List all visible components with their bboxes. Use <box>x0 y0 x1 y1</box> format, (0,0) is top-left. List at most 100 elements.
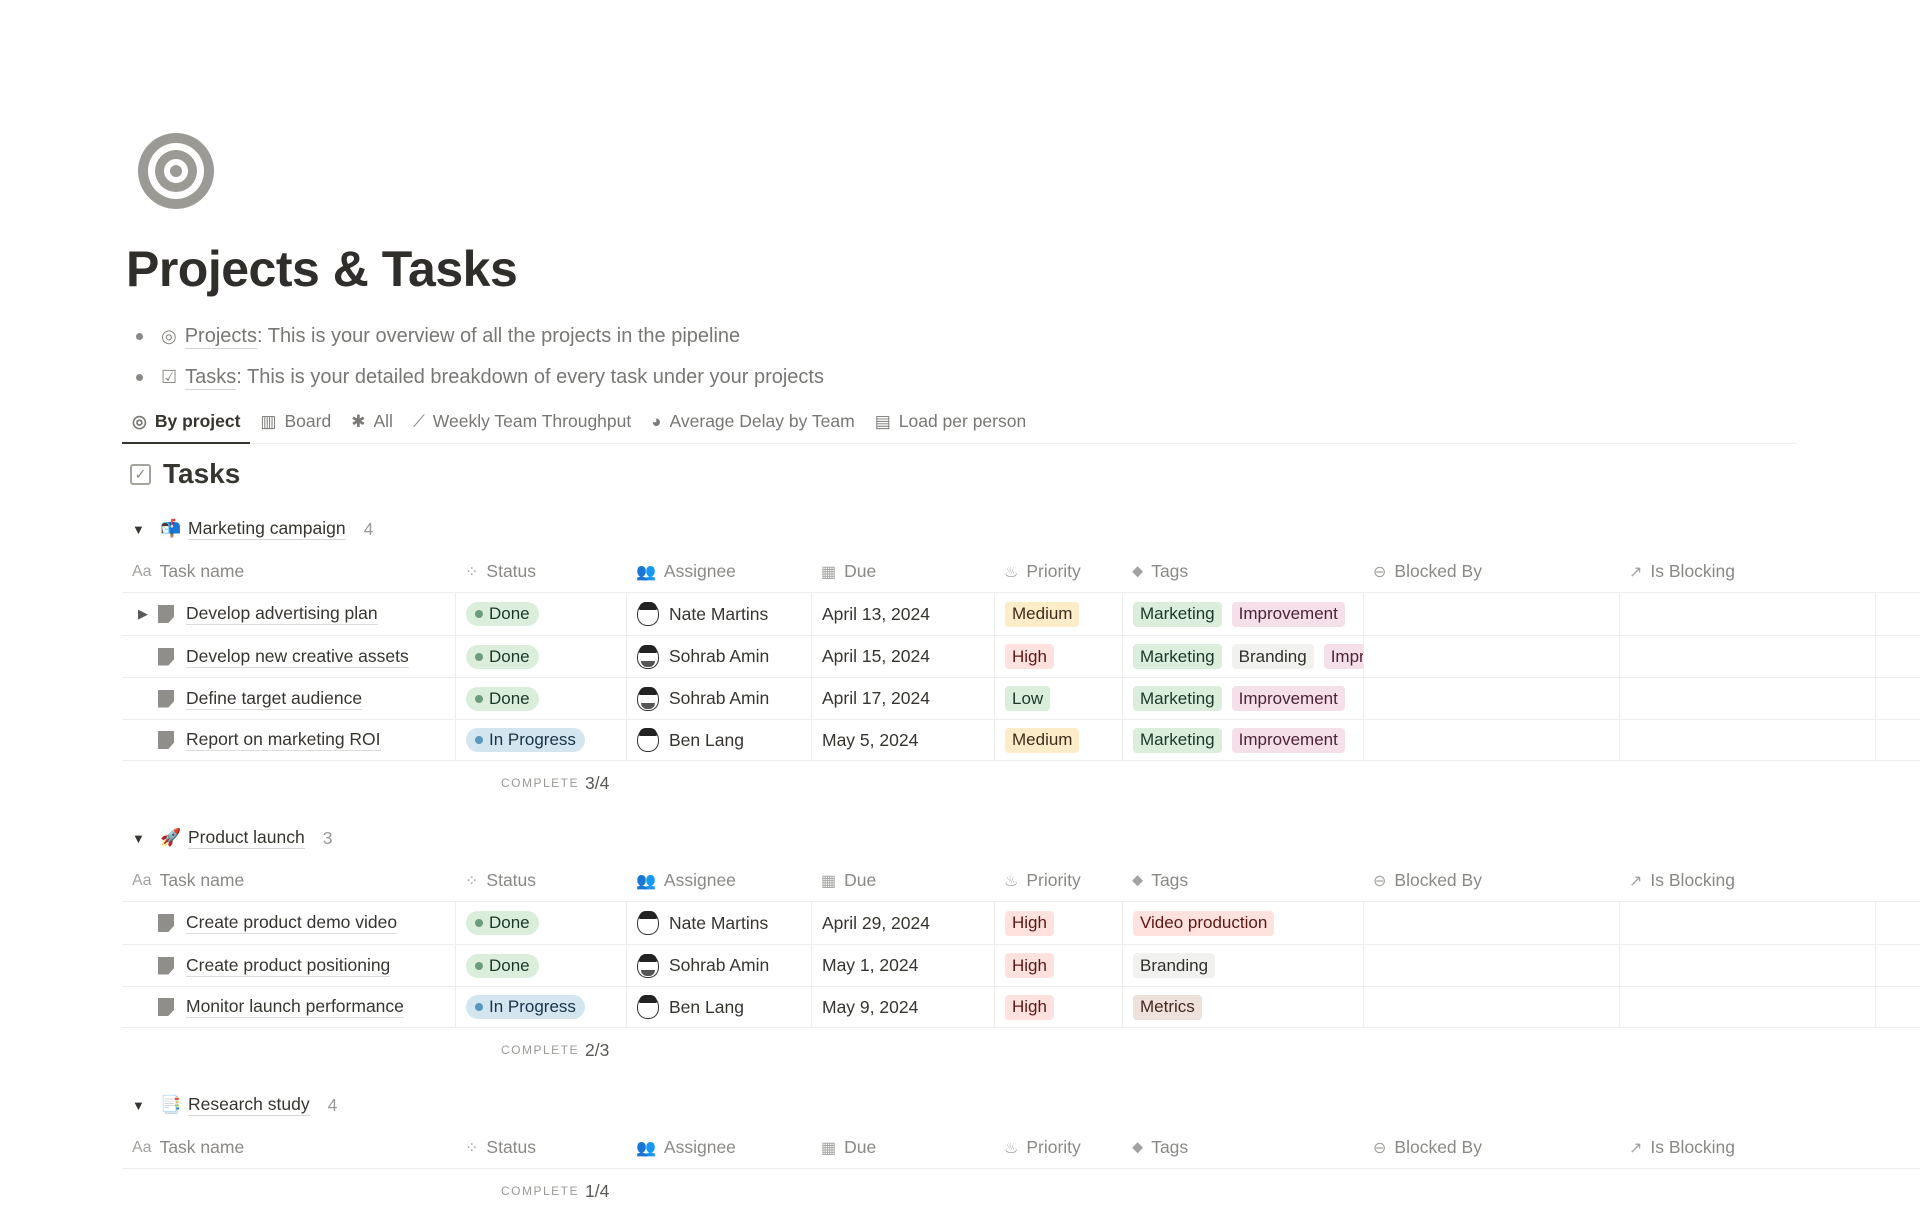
due-cell[interactable]: April 29, 2024 <box>811 902 994 944</box>
group-name[interactable]: Product launch <box>188 827 305 849</box>
assignee-cell[interactable]: Ben Lang <box>626 987 811 1027</box>
tags-cell[interactable]: Marketing Improvement <box>1122 720 1363 760</box>
group-name[interactable]: Marketing campaign <box>188 518 346 540</box>
column-header-priority[interactable]: ♨ Priority <box>994 1127 1122 1168</box>
assignee-cell[interactable]: Sohrab Amin <box>626 945 811 986</box>
priority-cell[interactable]: High <box>994 945 1122 986</box>
column-header-task-name[interactable]: Aa Task name <box>122 860 455 901</box>
group-header[interactable]: ▼ 🚀 Product launch 3 <box>122 816 1920 860</box>
task-name[interactable]: Create product demo video <box>186 912 398 934</box>
tab-by-project[interactable]: ◎ By project <box>122 400 251 444</box>
target-icon[interactable] <box>138 133 214 209</box>
tab-all[interactable]: ✱ All <box>341 400 403 443</box>
column-header-status[interactable]: ⁘ Status <box>455 551 626 592</box>
blocked-by-cell[interactable] <box>1363 902 1619 944</box>
column-header-due[interactable]: ▦ Due <box>811 1127 994 1168</box>
due-cell[interactable]: April 13, 2024 <box>811 593 994 635</box>
column-header-is-blocking[interactable]: ↗ Is Blocking <box>1619 551 1875 592</box>
task-name[interactable]: Create product positioning <box>186 954 391 977</box>
column-header-task-name[interactable]: Aa Task name <box>122 1127 455 1168</box>
tags-cell[interactable]: Metrics <box>1122 987 1363 1027</box>
status-cell[interactable]: Done <box>455 636 626 677</box>
task-name-cell[interactable]: Create product demo video <box>122 902 455 944</box>
status-cell[interactable]: Done <box>455 593 626 635</box>
tags-cell[interactable]: Marketing Branding Improvement <box>1122 636 1363 677</box>
tab-load-per-person[interactable]: ▤ Load per person <box>865 400 1037 443</box>
is-blocking-cell[interactable] <box>1619 593 1875 635</box>
is-blocking-cell[interactable] <box>1619 987 1875 1027</box>
column-header-due[interactable]: ▦ Due <box>811 860 994 901</box>
priority-cell[interactable]: Medium <box>994 720 1122 760</box>
task-name[interactable]: Monitor launch performance <box>186 996 404 1018</box>
task-name-cell[interactable]: Report on marketing ROI <box>122 720 455 760</box>
column-header-tags[interactable]: ⬥ Tags <box>1122 1127 1363 1168</box>
tags-cell[interactable]: Branding <box>1122 945 1363 986</box>
collapse-triangle-icon[interactable]: ▼ <box>132 1097 145 1113</box>
table-row[interactable]: Define target audience Done Sohrab Amin … <box>122 677 1920 719</box>
priority-cell[interactable]: Medium <box>994 593 1122 635</box>
collapse-triangle-icon[interactable]: ▼ <box>132 521 145 537</box>
complete-summary[interactable]: COMPLETE 1/4 <box>122 1169 1920 1213</box>
tags-cell[interactable]: Marketing Improvement <box>1122 593 1363 635</box>
status-cell[interactable]: Done <box>455 678 626 719</box>
column-header-tags[interactable]: ⬥ Tags <box>1122 860 1363 901</box>
blocked-by-cell[interactable] <box>1363 593 1619 635</box>
table-row[interactable]: Develop new creative assets Done Sohrab … <box>122 635 1920 677</box>
priority-cell[interactable]: High <box>994 987 1122 1027</box>
complete-summary[interactable]: COMPLETE 2/3 <box>122 1028 1920 1072</box>
table-row[interactable]: Report on marketing ROI In Progress Ben … <box>122 719 1920 761</box>
tags-cell[interactable]: Marketing Improvement <box>1122 678 1363 719</box>
assignee-cell[interactable]: Sohrab Amin <box>626 636 811 677</box>
due-cell[interactable]: April 15, 2024 <box>811 636 994 677</box>
task-name[interactable]: Develop advertising plan <box>186 603 378 625</box>
group-header[interactable]: ▼ 📬 Marketing campaign 4 <box>122 507 1920 551</box>
assignee-cell[interactable]: Nate Martins <box>626 902 811 944</box>
due-cell[interactable]: April 17, 2024 <box>811 678 994 719</box>
due-cell[interactable]: May 5, 2024 <box>811 720 994 760</box>
status-cell[interactable]: Done <box>455 902 626 944</box>
assignee-cell[interactable]: Ben Lang <box>626 720 811 760</box>
column-header-assignee[interactable]: 👥 Assignee <box>626 1127 811 1168</box>
blocked-by-cell[interactable] <box>1363 678 1619 719</box>
column-header-priority[interactable]: ♨ Priority <box>994 551 1122 592</box>
is-blocking-cell[interactable] <box>1619 902 1875 944</box>
task-name-cell[interactable]: ▶ Develop advertising plan <box>122 593 455 635</box>
blocked-by-cell[interactable] <box>1363 987 1619 1027</box>
projects-link[interactable]: Projects <box>184 324 257 349</box>
column-header-blocked-by[interactable]: ⊖ Blocked By <box>1363 551 1619 592</box>
is-blocking-cell[interactable] <box>1619 720 1875 760</box>
task-name[interactable]: Develop new creative assets <box>186 645 409 668</box>
task-name-cell[interactable]: Develop new creative assets <box>122 636 455 677</box>
table-row[interactable]: ▶ Develop advertising plan Done Nate Mart… <box>122 593 1920 635</box>
column-header-blocked-by[interactable]: ⊖ Blocked By <box>1363 860 1619 901</box>
tags-cell[interactable]: Video production <box>1122 902 1363 944</box>
database-title[interactable]: ✓ Tasks <box>130 458 240 490</box>
task-name-cell[interactable]: Create product positioning <box>122 945 455 986</box>
task-name[interactable]: Define target audience <box>186 687 363 710</box>
is-blocking-cell[interactable] <box>1619 636 1875 677</box>
priority-cell[interactable]: High <box>994 636 1122 677</box>
column-header-assignee[interactable]: 👥 Assignee <box>626 551 811 592</box>
group-name[interactable]: Research study <box>188 1094 310 1116</box>
tab-board[interactable]: ▥ Board <box>250 400 341 443</box>
due-cell[interactable]: May 9, 2024 <box>811 987 994 1027</box>
assignee-cell[interactable]: Nate Martins <box>626 593 811 635</box>
table-row[interactable]: Monitor launch performance In Progress B… <box>122 986 1920 1028</box>
priority-cell[interactable]: Low <box>994 678 1122 719</box>
is-blocking-cell[interactable] <box>1619 945 1875 986</box>
task-name[interactable]: Report on marketing ROI <box>186 729 381 751</box>
table-row[interactable]: Create product positioning Done Sohrab A… <box>122 944 1920 986</box>
column-header-status[interactable]: ⁘ Status <box>455 860 626 901</box>
blocked-by-cell[interactable] <box>1363 720 1619 760</box>
column-header-status[interactable]: ⁘ Status <box>455 1127 626 1168</box>
column-header-task-name[interactable]: Aa Task name <box>122 551 455 592</box>
column-header-assignee[interactable]: 👥 Assignee <box>626 860 811 901</box>
priority-cell[interactable]: High <box>994 902 1122 944</box>
complete-summary[interactable]: COMPLETE 3/4 <box>122 761 1920 805</box>
collapse-triangle-icon[interactable]: ▼ <box>132 830 145 846</box>
group-header[interactable]: ▼ 📑 Research study 4 <box>122 1083 1920 1127</box>
tasks-link[interactable]: Tasks <box>185 365 237 390</box>
status-cell[interactable]: Done <box>455 945 626 986</box>
column-header-is-blocking[interactable]: ↗ Is Blocking <box>1619 860 1875 901</box>
blocked-by-cell[interactable] <box>1363 945 1619 986</box>
